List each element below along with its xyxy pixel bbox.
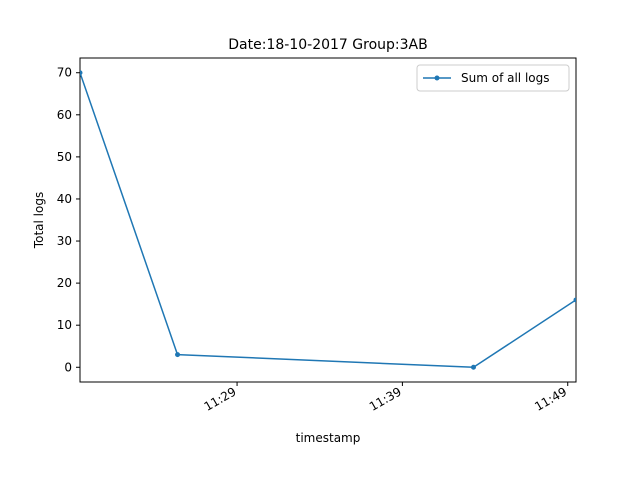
x-tick-label: 11:29	[202, 384, 239, 413]
series-line-0	[80, 72, 576, 369]
y-tick-label: 10	[57, 318, 72, 332]
y-tick-label: 50	[57, 150, 72, 164]
y-axis-ticks: 0 10 20 30 40 50 60 70	[57, 66, 80, 374]
x-tick-label: 11:49	[532, 384, 569, 413]
data-point	[573, 297, 576, 303]
plot-area: 0 10 20 30 40 50 60 70 11:29 11:39 11:49	[57, 57, 577, 414]
plot-frame	[79, 57, 577, 383]
data-point	[175, 352, 181, 358]
legend: Sum of all logs	[416, 64, 570, 92]
data-point	[470, 364, 476, 370]
series-layer	[80, 70, 576, 370]
x-axis-ticks: 11:29 11:39 11:49	[202, 382, 569, 414]
y-tick-label: 30	[57, 234, 72, 248]
data-point	[80, 70, 83, 76]
y-tick-label: 70	[57, 66, 72, 80]
legend-box	[416, 64, 570, 92]
x-axis-label: timestamp	[296, 431, 361, 445]
y-tick-label: 40	[57, 192, 72, 206]
y-tick-label: 20	[57, 276, 72, 290]
legend-entry-label: Sum of all logs	[461, 71, 550, 85]
y-axis-label: Total logs	[32, 192, 46, 249]
chart-title: Date:18-10-2017 Group:3AB	[228, 37, 427, 53]
y-tick-label: 0	[64, 360, 72, 374]
x-tick-label: 11:39	[367, 384, 404, 413]
y-tick-label: 60	[57, 108, 72, 122]
legend-marker-swatch	[434, 75, 440, 81]
